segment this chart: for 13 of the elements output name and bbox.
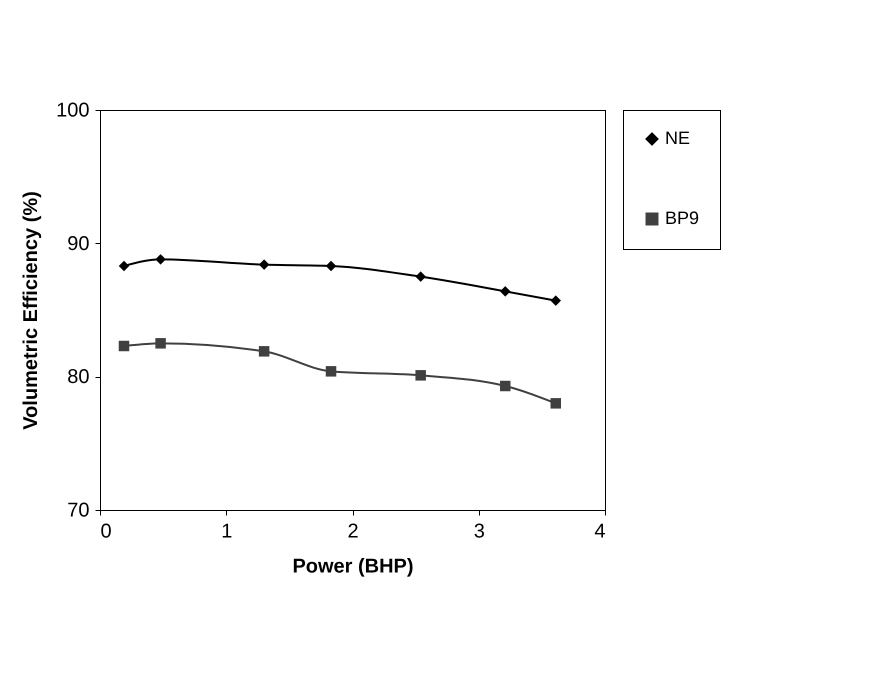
y-tick-label: 70 bbox=[67, 500, 90, 522]
x-tick-label: 1 bbox=[221, 520, 232, 542]
x-axis-title: Power (BHP) bbox=[292, 556, 414, 578]
x-tick-label: 2 bbox=[347, 520, 359, 542]
x-tick-label: 0 bbox=[100, 520, 112, 542]
legend-label: BP9 bbox=[665, 208, 700, 228]
legend-label: NE bbox=[665, 128, 690, 148]
y-tick-label: 80 bbox=[67, 366, 90, 388]
y-tick-label: 90 bbox=[67, 232, 90, 255]
y-axis-title: Volumetric Efficiency (%) bbox=[20, 191, 42, 430]
y-tick-label: 100 bbox=[56, 100, 90, 122]
x-tick-label: 4 bbox=[594, 520, 606, 542]
x-tick-label: 3 bbox=[474, 520, 485, 542]
